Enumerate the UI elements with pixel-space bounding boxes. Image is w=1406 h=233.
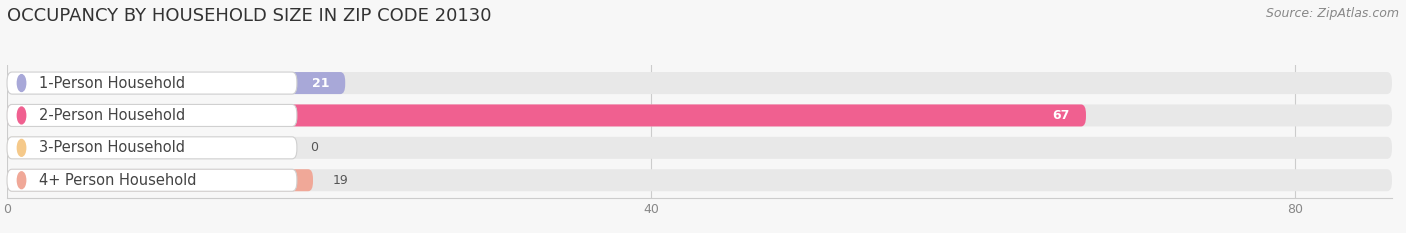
FancyBboxPatch shape (7, 72, 346, 94)
FancyBboxPatch shape (7, 137, 297, 159)
FancyBboxPatch shape (7, 169, 314, 191)
Text: 0: 0 (309, 141, 318, 154)
FancyBboxPatch shape (7, 72, 1392, 94)
FancyBboxPatch shape (7, 137, 31, 159)
Text: 2-Person Household: 2-Person Household (39, 108, 186, 123)
FancyBboxPatch shape (7, 104, 297, 127)
FancyBboxPatch shape (7, 169, 1392, 191)
Circle shape (17, 139, 25, 156)
FancyBboxPatch shape (7, 169, 297, 191)
Text: Source: ZipAtlas.com: Source: ZipAtlas.com (1265, 7, 1399, 20)
FancyBboxPatch shape (7, 72, 297, 94)
Text: 21: 21 (312, 77, 329, 89)
Text: OCCUPANCY BY HOUSEHOLD SIZE IN ZIP CODE 20130: OCCUPANCY BY HOUSEHOLD SIZE IN ZIP CODE … (7, 7, 492, 25)
Circle shape (17, 172, 25, 189)
Text: 19: 19 (332, 174, 349, 187)
FancyBboxPatch shape (7, 104, 1085, 127)
Text: 1-Person Household: 1-Person Household (39, 75, 186, 91)
Text: 3-Person Household: 3-Person Household (39, 140, 186, 155)
Text: 67: 67 (1053, 109, 1070, 122)
FancyBboxPatch shape (7, 104, 1392, 127)
FancyBboxPatch shape (7, 137, 1392, 159)
Text: 4+ Person Household: 4+ Person Household (39, 173, 197, 188)
Circle shape (17, 107, 25, 124)
Circle shape (17, 75, 25, 92)
